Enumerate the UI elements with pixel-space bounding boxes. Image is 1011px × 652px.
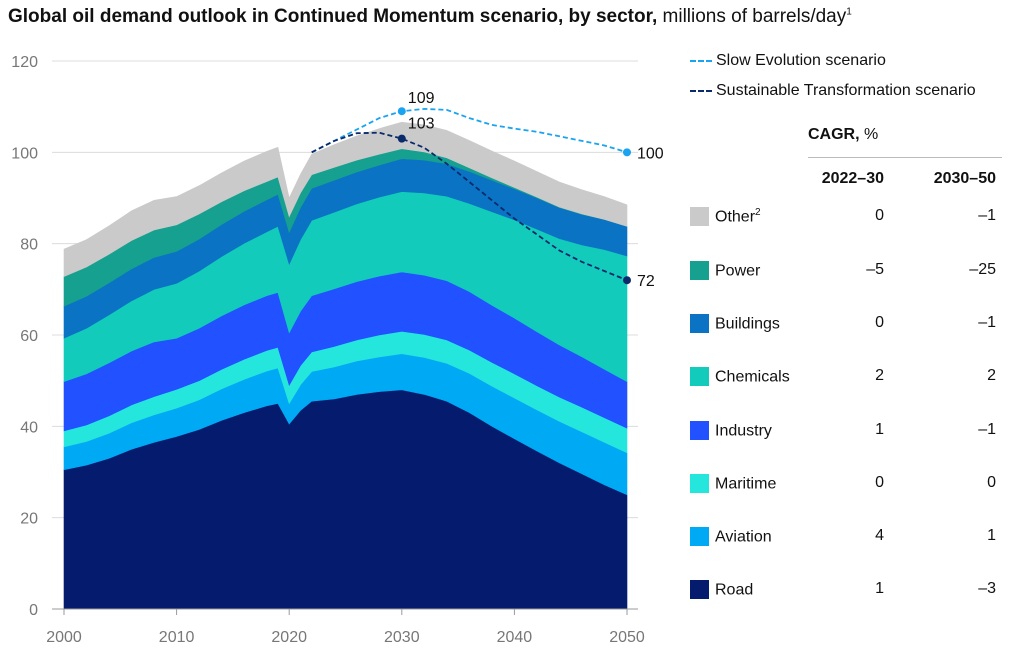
y-tick-label: 60: [20, 328, 38, 345]
cagr-title-unit: %: [864, 126, 879, 143]
legend-row-label: Power: [715, 261, 760, 280]
y-axis: 0 20 40 60 80 100 120: [11, 54, 38, 619]
chart-title-unit: millions of barrels/day: [662, 6, 847, 27]
legend-slow-evolution: Slow Evolution scenario: [690, 52, 886, 70]
legend-row-name: Maritime: [715, 475, 777, 493]
legend-swatch: [690, 261, 709, 280]
legend-swatch: [690, 421, 709, 440]
legend-row-label: Road: [715, 580, 753, 599]
cagr-2030-50-value: 1: [987, 527, 996, 544]
legend-row-road: Road 1 –3: [690, 579, 1010, 603]
annotation-label: 72: [637, 273, 655, 290]
legend-row-name: Chemicals: [715, 368, 790, 386]
legend-row-maritime: Maritime 0 0: [690, 473, 1010, 497]
y-tick-label: 40: [20, 419, 38, 436]
cagr-2022-30-value: 0: [875, 207, 884, 224]
scenario-lines: [311, 107, 628, 282]
legend-row-label: Maritime: [715, 474, 776, 493]
x-tick-label: 2050: [609, 629, 645, 646]
x-tick-label: 2000: [46, 629, 82, 646]
cagr-title: CAGR, %: [808, 126, 878, 144]
legend-row-chemicals: Chemicals 2 2: [690, 366, 1010, 390]
annotation-marker: [623, 276, 631, 285]
legend-swatch: [690, 207, 709, 226]
legend-row-name: Power: [715, 262, 761, 280]
y-tick-label: 120: [11, 54, 38, 71]
chart-title-main: Global oil demand outlook in Continued M…: [8, 6, 658, 27]
annotation-label: 109: [408, 90, 435, 107]
x-tick-label: 2030: [384, 629, 420, 646]
x-tick-label: 2040: [497, 629, 533, 646]
y-tick-label: 100: [11, 145, 38, 162]
legend-row-label: Other2: [715, 207, 761, 226]
legend-row-name: Aviation: [715, 528, 772, 546]
cagr-2030-50-value: –1: [978, 421, 996, 438]
legend-swatch: [690, 527, 709, 546]
cagr-2030-50-value: 2: [987, 367, 996, 384]
y-tick-label: 80: [20, 237, 38, 254]
legend-row-power: Power –5 –25: [690, 260, 1010, 284]
annotation-marker: [623, 148, 631, 157]
cagr-2030-50-value: –1: [978, 207, 996, 224]
legend-swatch: [690, 367, 709, 386]
cagr-title-bold: CAGR,: [808, 126, 860, 143]
annotation-label: 103: [408, 116, 435, 133]
legend-row-label: Aviation: [715, 527, 772, 546]
y-tick-label: 20: [20, 511, 38, 528]
dashed-line-icon: [690, 60, 712, 62]
cagr-2030-50-value: –3: [978, 580, 996, 597]
slow-evolution-line: [311, 107, 628, 154]
area-series: [63, 121, 628, 610]
x-axis-labels: 2000 2010 2020 2030 2040 2050: [46, 629, 645, 646]
cagr-2022-30-value: 0: [875, 314, 884, 331]
y-tick-label: 0: [29, 602, 38, 619]
x-tick-label: 2010: [159, 629, 195, 646]
cagr-2022-30-value: 4: [875, 527, 884, 544]
legend-row-label: Buildings: [715, 314, 780, 333]
legend-row-name: Buildings: [715, 315, 780, 333]
legend-row-name: Industry: [715, 422, 772, 440]
chart-title-footnote: 1: [846, 6, 852, 18]
cagr-2030-50-value: –1: [978, 314, 996, 331]
legend-row-aviation: Aviation 4 1: [690, 526, 1010, 550]
x-tick-label: 2020: [271, 629, 307, 646]
legend-sustainable-transformation: Sustainable Transformation scenario: [690, 82, 976, 100]
cagr-2022-30-value: 2: [875, 367, 884, 384]
cagr-2030-50-value: –25: [969, 261, 996, 278]
annotations: 109 103 100 72: [397, 90, 664, 290]
cagr-2022-30-value: 1: [875, 580, 884, 597]
chart-title: Global oil demand outlook in Continued M…: [8, 6, 852, 28]
sustainable-transformation-line: [311, 131, 628, 282]
divider: [808, 157, 1002, 158]
cagr-2022-30-value: 1: [875, 421, 884, 438]
legend-swatch: [690, 314, 709, 333]
col-header-2022-30: 2022–30: [821, 170, 884, 187]
col-header-2030-50: 2030–50: [933, 170, 996, 187]
cagr-2022-30-value: –5: [866, 261, 884, 278]
area-other: [63, 121, 628, 277]
annotation-marker: [397, 134, 406, 143]
legend-swatch: [690, 474, 709, 493]
cagr-2030-50-value: 0: [987, 474, 996, 491]
legend-row-name: Other: [715, 208, 756, 226]
legend-panel: Slow Evolution scenario Sustainable Tran…: [690, 0, 1011, 652]
legend-row-name: Road: [715, 581, 754, 599]
legend-row-label: Chemicals: [715, 367, 790, 386]
x-axis: [52, 608, 638, 615]
legend-row-footnote: 2: [755, 207, 761, 218]
legend-row-other: Other2 0 –1: [690, 206, 1010, 230]
legend-row-industry: Industry 1 –1: [690, 420, 1010, 444]
annotation-marker: [397, 107, 406, 116]
dashed-line-icon: [690, 90, 712, 92]
legend-row-buildings: Buildings 0 –1: [690, 313, 1010, 337]
legend-row-label: Industry: [715, 421, 772, 440]
annotation-label: 100: [637, 145, 664, 162]
legend-swatch: [690, 580, 709, 599]
legend-slow-evolution-label: Slow Evolution scenario: [716, 52, 886, 69]
legend-sustainable-transformation-label: Sustainable Transformation scenario: [716, 82, 976, 99]
cagr-2022-30-value: 0: [875, 474, 884, 491]
